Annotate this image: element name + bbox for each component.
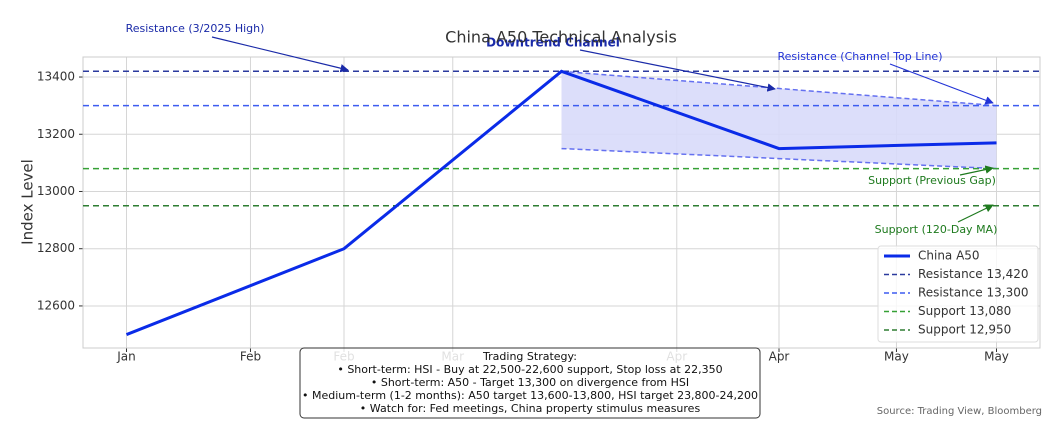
legend-label: Resistance 13,300 (918, 286, 1028, 300)
x-tick-label: Apr (769, 350, 790, 364)
legend-label: Support 12,950 (918, 323, 1011, 337)
legend-label: China A50 (918, 249, 980, 263)
source-note: Source: Trading View, Bloomberg (877, 406, 1042, 417)
strategy-line: • Watch for: Fed meetings, China propert… (360, 402, 701, 415)
strategy-box (299, 347, 761, 419)
annotation-arrow (957, 204, 994, 223)
x-tick-label: Jan (116, 350, 136, 364)
y-tick-label: 12800 (37, 241, 75, 255)
legend-label: Support 13,080 (918, 304, 1011, 318)
strategy-line: • Short-term: A50 - Target 13,300 on div… (371, 376, 689, 389)
annotation-text: Resistance (3/2025 High) (126, 22, 265, 35)
strategy-line: • Short-term: HSI - Buy at 22,500-22,600… (337, 363, 722, 376)
legend-box (877, 245, 1039, 343)
channel-line (561, 147, 997, 170)
annotation-text: Support (120-Day MA) (875, 223, 998, 236)
chart-title: China A50 Technical Analysis (445, 28, 677, 47)
channel-line (561, 70, 997, 107)
y-tick-label: 13000 (37, 184, 75, 198)
y-axis-label: Index Level (19, 159, 37, 245)
annotation-text: Downtrend Channel (486, 36, 620, 50)
x-tick-label: May (884, 350, 909, 364)
annotation-arrow (889, 63, 994, 105)
annotation-arrow (211, 36, 349, 73)
annotation-arrow (579, 49, 776, 92)
annotation-text: Support (Previous Gap) (868, 174, 996, 187)
y-tick-label: 12600 (37, 298, 75, 312)
strategy-line: • Medium-term (1-2 months): A50 target 1… (302, 389, 758, 402)
strategy-title: Trading Strategy: (482, 350, 577, 363)
annotation-arrow (959, 165, 994, 176)
annotation-text: Resistance (Channel Top Line) (778, 50, 943, 63)
y-tick-label: 13400 (37, 70, 75, 84)
legend-label: Resistance 13,420 (918, 267, 1028, 281)
data-line (125, 69, 997, 336)
x-tick-label: May (984, 350, 1009, 364)
y-tick-label: 13200 (37, 127, 75, 141)
x-tick-label: Feb (240, 350, 261, 364)
